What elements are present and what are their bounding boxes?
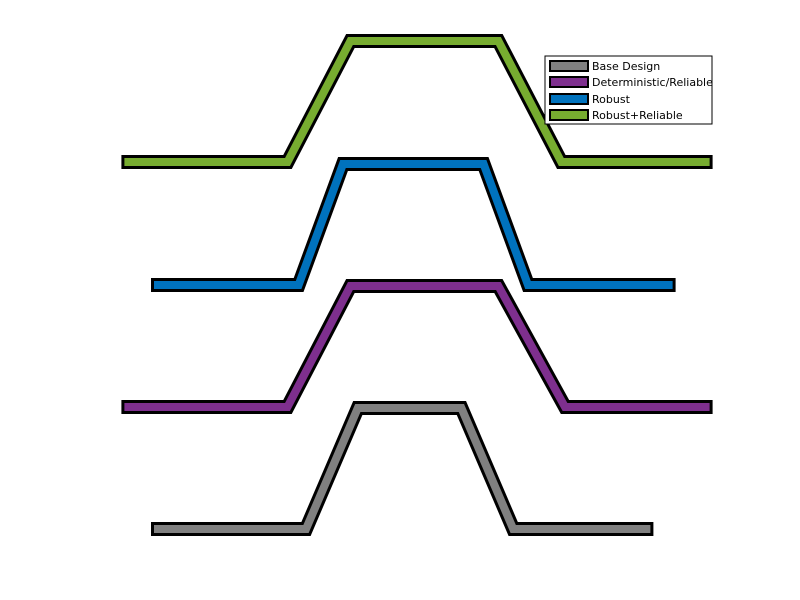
legend-swatch-base	[549, 60, 589, 72]
profile-outline-robust	[151, 157, 676, 292]
profile-robust	[154, 160, 673, 289]
legend-swatch-deterministic	[549, 76, 589, 88]
legend-swatch-robust-reliable	[549, 109, 589, 121]
profiles-group	[121, 34, 713, 536]
legend: Base Design Deterministic/Reliable Robus…	[544, 55, 713, 125]
legend-label-robust-reliable: Robust+Reliable	[592, 109, 683, 122]
legend-swatch-robust	[549, 93, 589, 105]
profile-outline-det	[121, 279, 713, 414]
profile-rr	[124, 37, 710, 166]
profile-base	[154, 404, 651, 533]
profile-outline-base	[151, 401, 654, 536]
legend-label-base: Base Design	[592, 60, 660, 73]
profile-det	[124, 282, 710, 411]
legend-label-robust: Robust	[592, 93, 631, 106]
legend-label-deterministic: Deterministic/Reliable	[592, 76, 713, 89]
